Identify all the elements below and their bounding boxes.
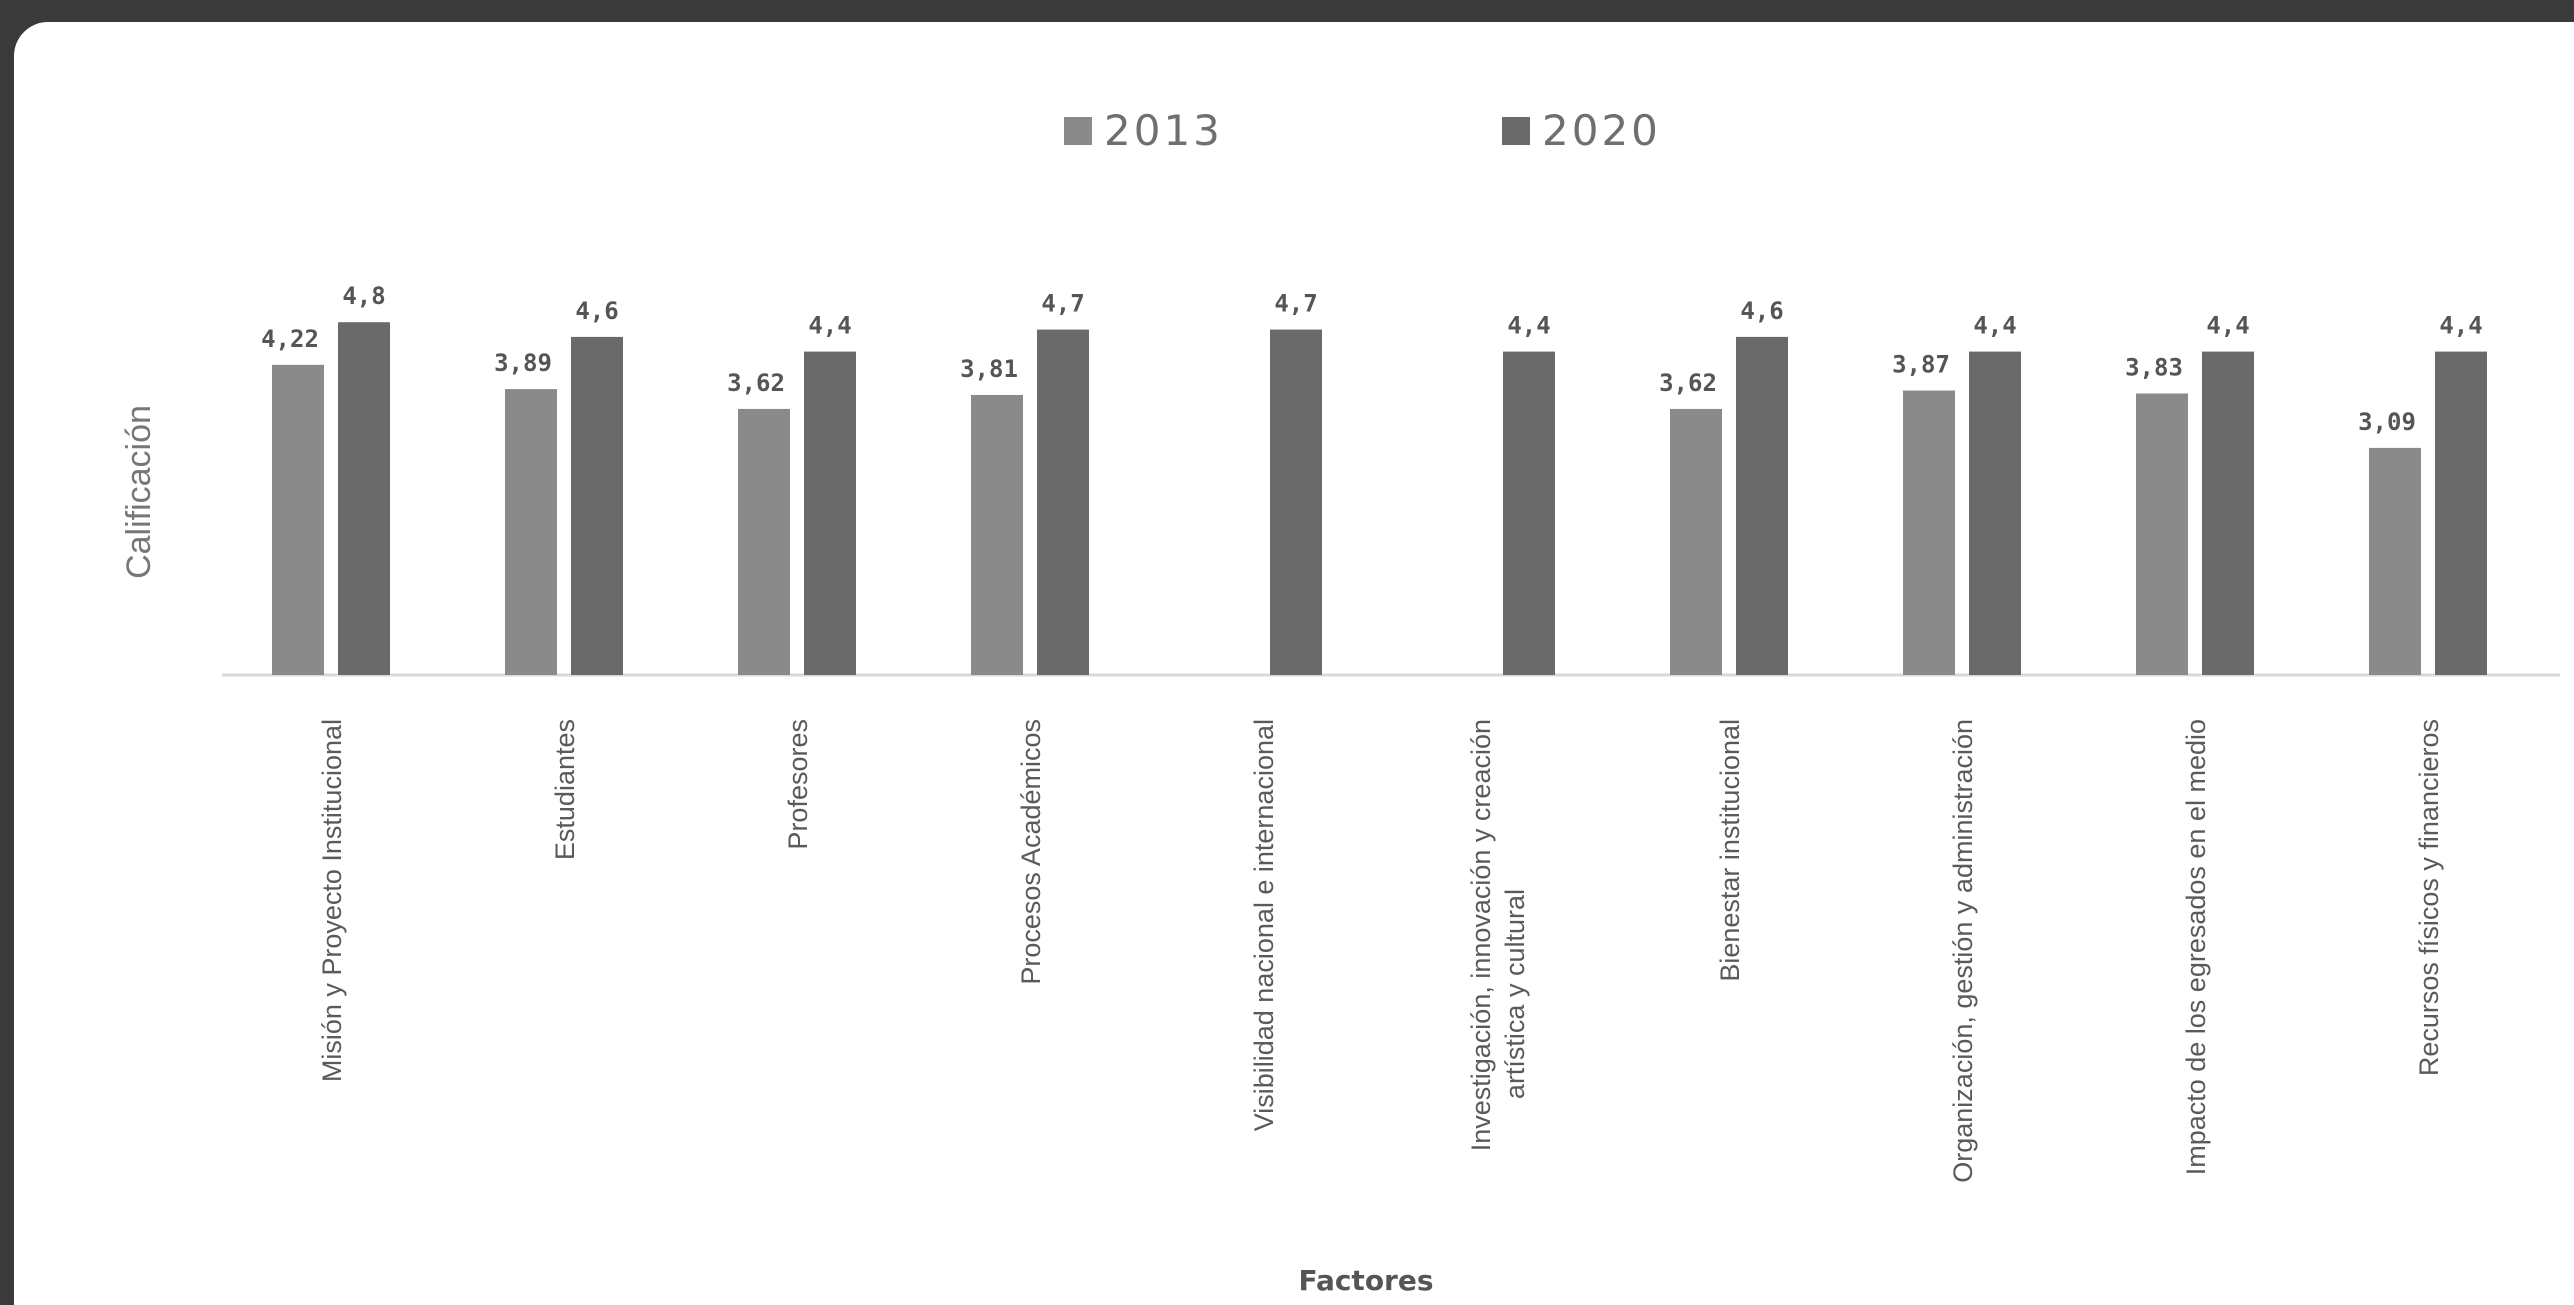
- bar-2020-procesos-academicos: [1037, 329, 1089, 675]
- data-label-2020-estudiantes: 4,6: [575, 297, 618, 325]
- y-axis-title: Calificación: [120, 405, 158, 579]
- bar-2013-bienestar-institucional: [1670, 408, 1722, 675]
- bar-2020-organizacion-gestion-y-administracion: [1969, 351, 2021, 675]
- bar-2020-impacto-de-los-egresados-en-el-medio: [2202, 351, 2254, 675]
- data-label-2020-investigacion-innovacion-y-creacion-artistica-y-cultural: 4,4: [1507, 312, 1550, 340]
- x-tick-label-bienestar-institucional: Bienestar institucional: [1715, 719, 1745, 982]
- bar-2020-bienestar-institucional: [1736, 336, 1788, 675]
- x-tick-label-procesos-academicos: Procesos Académicos: [1016, 719, 1046, 985]
- data-label-2013-procesos-academicos: 3,81: [960, 355, 1018, 383]
- x-tick-label-organizacion-gestion-y-administracion: Organización, gestión y administración: [1948, 719, 1978, 1183]
- bar-2013-estudiantes: [505, 389, 557, 675]
- data-label-2013-mision-y-proyecto-institucional: 4,22: [261, 325, 319, 353]
- x-tick-label-profesores: Profesores: [783, 719, 813, 850]
- data-label-2013-profesores: 3,62: [727, 369, 785, 397]
- data-label-2013-impacto-de-los-egresados-en-el-medio: 3,83: [2125, 353, 2183, 381]
- legend-label-2013: 2013: [1104, 106, 1223, 155]
- bar-2013-mision-y-proyecto-institucional: [272, 364, 324, 675]
- data-label-2020-profesores: 4,4: [808, 312, 851, 340]
- legend: 2013 2020: [1064, 106, 1661, 155]
- x-tick-label-impacto-de-los-egresados-en-el-medio: Impacto de los egresados en el medio: [2181, 719, 2211, 1175]
- data-label-2013-estudiantes: 3,89: [494, 349, 552, 377]
- bar-2020-mision-y-proyecto-institucional: [338, 322, 390, 675]
- x-tick-labels: Misión y Proyecto Institucional Estudiant…: [317, 719, 2444, 1183]
- data-label-2020-recursos-fisicos-y-financieros: 4,4: [2439, 312, 2482, 340]
- data-label-2013-bienestar-institucional: 3,62: [1659, 369, 1717, 397]
- x-tick-label-investigacion-innovacion-y-creacion-artistica-y-cultural: Investigación, innovación y creación artí…: [1466, 719, 1530, 1151]
- chart-frame: 2013 2020 Calificación 4,22 4,8 3,89 4,6 3,62…: [14, 22, 2574, 1305]
- legend-swatch-2013: [1064, 117, 1092, 145]
- bar-2020-investigacion-innovacion-y-creacion-artistica-y-cultural: [1503, 351, 1555, 675]
- x-tick-label-estudiantes: Estudiantes: [550, 719, 580, 860]
- data-label-2020-visibilidad-nacional-e-internacional: 4,7: [1274, 290, 1317, 318]
- data-label-2020-bienestar-institucional: 4,6: [1740, 297, 1783, 325]
- data-label-2020-organizacion-gestion-y-administracion: 4,4: [1973, 312, 2016, 340]
- bar-chart: 2013 2020 Calificación 4,22 4,8 3,89 4,6 3,62…: [120, 106, 2560, 1297]
- bar-2013-organizacion-gestion-y-administracion: [1903, 390, 1955, 675]
- bar-2020-recursos-fisicos-y-financieros: [2435, 351, 2487, 675]
- bar-2020-visibilidad-nacional-e-internacional: [1270, 329, 1322, 675]
- legend-swatch-2020: [1502, 117, 1530, 145]
- bar-2020-estudiantes: [571, 336, 623, 675]
- bar-2013-profesores: [738, 408, 790, 675]
- legend-label-2020: 2020: [1542, 106, 1661, 155]
- data-label-2020-mision-y-proyecto-institucional: 4,8: [342, 282, 385, 310]
- data-label-2013-recursos-fisicos-y-financieros: 3,09: [2358, 408, 2416, 436]
- data-label-2020-impacto-de-los-egresados-en-el-medio: 4,4: [2206, 312, 2249, 340]
- bar-2013-recursos-fisicos-y-financieros: [2369, 447, 2421, 675]
- bars: [272, 322, 2487, 675]
- bar-2020-profesores: [804, 351, 856, 675]
- x-tick-label-mision-y-proyecto-institucional: Misión y Proyecto Institucional: [317, 719, 347, 1082]
- x-axis-title: Factores: [1298, 1264, 1433, 1297]
- bar-2013-procesos-academicos: [971, 394, 1023, 675]
- data-labels: 4,22 4,8 3,89 4,6 3,62 4,4 3,81 4,7 4,7 4,4 3,62 4,…: [261, 282, 2483, 436]
- bar-2013-impacto-de-los-egresados-en-el-medio: [2136, 393, 2188, 675]
- data-label-2013-organizacion-gestion-y-administracion: 3,87: [1892, 351, 1950, 379]
- x-tick-label-visibilidad-nacional-e-internacional: Visibilidad nacional e internacional: [1249, 719, 1279, 1131]
- x-tick-label-recursos-fisicos-y-financieros: Recursos físicos y financieros: [2414, 719, 2444, 1076]
- data-label-2020-procesos-academicos: 4,7: [1041, 290, 1084, 318]
